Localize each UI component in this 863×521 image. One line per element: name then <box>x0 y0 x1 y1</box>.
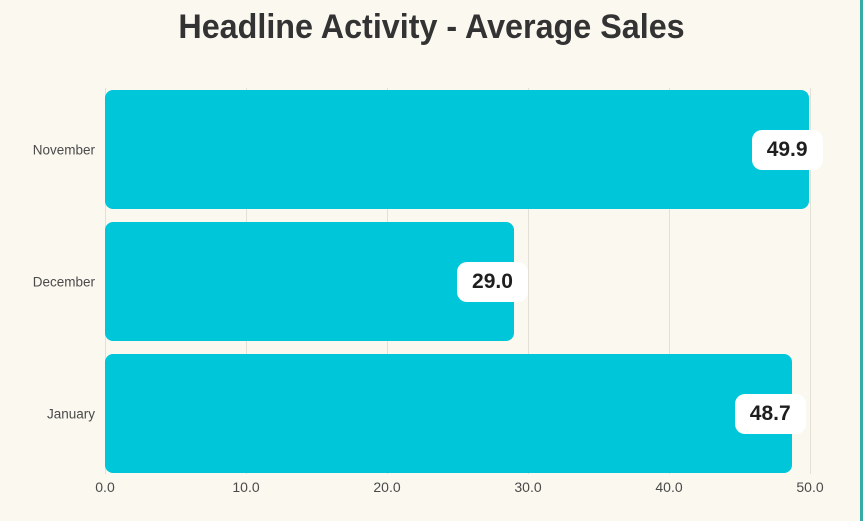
value-label-january: 48.7 <box>734 393 806 434</box>
gridline <box>810 88 811 474</box>
right-edge-accent-line <box>860 0 863 521</box>
x-tick-label: 20.0 <box>373 479 401 495</box>
x-tick-label: 30.0 <box>514 479 542 495</box>
x-tick-label: 10.0 <box>232 479 260 495</box>
gridline <box>528 88 529 474</box>
bar-january[interactable]: 48.7 <box>105 354 806 473</box>
x-axis-tick-labels: 0.0 10.0 20.0 30.0 40.0 50.0 <box>95 479 823 499</box>
category-label-december: December <box>32 274 95 289</box>
y-axis-labels: November December January <box>0 88 95 474</box>
bar-november[interactable]: 49.9 <box>105 90 823 209</box>
plot-area: 49.9 29.0 48.7 <box>105 88 823 474</box>
value-label-november: 49.9 <box>751 129 823 170</box>
x-tick-label: 40.0 <box>655 479 683 495</box>
value-label-december: 29.0 <box>457 261 528 302</box>
x-tick-label: 50.0 <box>796 479 824 495</box>
chart-title: Headline Activity - Average Sales <box>178 8 685 46</box>
x-tick-label: 0.0 <box>95 479 115 495</box>
gridline <box>669 88 670 474</box>
bar-december[interactable]: 29.0 <box>105 222 528 341</box>
category-label-november: November <box>32 142 95 157</box>
category-label-january: January <box>46 406 95 421</box>
